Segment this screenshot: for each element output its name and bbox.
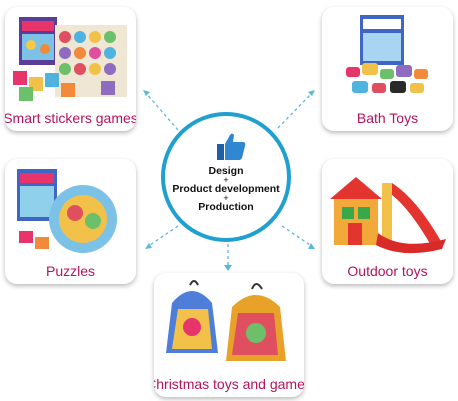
center-plus: +	[223, 193, 229, 203]
center-hub: Design + Product development + Productio…	[161, 112, 291, 242]
card-label: Bath Toys	[356, 110, 419, 126]
card-bath-toys[interactable]: Bath Toys	[322, 7, 453, 131]
card-label: Smart stickers games	[5, 110, 136, 126]
center-line-production: Production	[198, 201, 254, 213]
sticker-game-box-image	[13, 17, 127, 101]
outdoor-toys-image	[330, 177, 446, 254]
center-plus: +	[223, 175, 229, 185]
puzzle-image	[17, 169, 117, 253]
center-line-design: Design	[208, 165, 244, 177]
card-smart-stickers-games[interactable]: Smart stickers games	[5, 7, 136, 131]
center-text: Design + Product development + Productio…	[165, 166, 287, 213]
christmas-boxes-image	[166, 280, 286, 361]
card-label: Puzzles	[45, 263, 96, 279]
card-puzzles[interactable]: Puzzles	[5, 159, 136, 284]
center-line-product-development: Product development	[172, 183, 280, 195]
card-label: Outdoor toys	[347, 263, 428, 279]
bath-toys-image	[346, 15, 428, 93]
thumbs-up-icon	[217, 133, 246, 160]
card-outdoor-toys[interactable]: Outdoor toys	[322, 159, 453, 284]
card-label: Christmas toys and games	[154, 376, 304, 392]
card-christmas-toys-and-games[interactable]: Christmas toys and games	[154, 273, 304, 397]
